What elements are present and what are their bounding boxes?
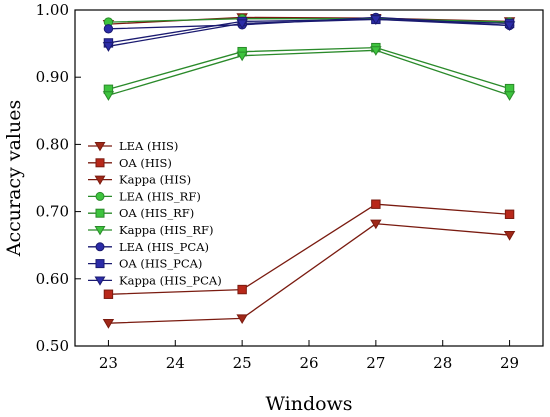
data-point (504, 209, 515, 219)
y-tick-label: 0.50 (36, 337, 69, 355)
data-point (237, 284, 247, 295)
legend-marker (94, 276, 106, 286)
x-axis-title: Windows (265, 393, 352, 415)
legend: LEA (HIS) OA (HIS) Kappa (HIS) LEA (HIS_RF)… (88, 139, 222, 287)
series-8 (102, 15, 516, 52)
y-tick-label: 0.60 (36, 270, 69, 288)
data-point (370, 15, 382, 25)
legend-label: LEA (HIS) (119, 139, 178, 153)
series-line (108, 203, 510, 295)
series-line (108, 223, 510, 324)
legend-label: Kappa (HIS_PCA) (119, 273, 222, 287)
legend-item: OA (HIS_RF) (88, 206, 194, 220)
legend-label: OA (HIS_PCA) (119, 257, 202, 271)
series-line (108, 46, 510, 90)
series-2 (102, 219, 516, 329)
data-point (236, 314, 248, 325)
x-tick-label: 26 (299, 354, 318, 372)
series-line (108, 18, 510, 44)
data-point (103, 289, 114, 299)
series-4 (103, 42, 515, 94)
data-point (236, 19, 248, 30)
y-axis-title: Accuracy values (3, 100, 25, 257)
data-point (103, 24, 114, 34)
legend-label: LEA (HIS_PCA) (119, 240, 209, 254)
legend-label: Kappa (HIS) (119, 173, 191, 187)
data-point (370, 219, 382, 230)
legend-marker (94, 142, 106, 152)
series-line (108, 49, 510, 96)
legend-item: Kappa (HIS) (88, 173, 191, 187)
y-axis: 0.50 0.60 0.70 0.80 0.90 1.00 (36, 1, 81, 355)
legend-item: Kappa (HIS_RF) (88, 223, 214, 237)
legend-item: LEA (HIS_PCA) (88, 240, 209, 254)
data-point (503, 21, 516, 32)
data-point (503, 230, 516, 241)
legend-marker (95, 259, 105, 269)
data-point (102, 319, 115, 329)
x-tick-label: 25 (233, 354, 252, 372)
x-tick-label: 23 (99, 354, 118, 372)
legend-marker (94, 175, 106, 185)
legend-marker (95, 242, 105, 252)
legend-label: LEA (HIS_RF) (119, 189, 201, 203)
data-point (371, 199, 381, 209)
series-line (108, 18, 510, 47)
legend-label: Kappa (HIS_RF) (119, 223, 214, 237)
legend-label: OA (HIS) (119, 156, 172, 170)
legend-item: LEA (HIS) (88, 139, 178, 153)
data-point (503, 91, 516, 101)
legend-label: OA (HIS_RF) (119, 206, 194, 220)
y-tick-label: 0.90 (36, 68, 69, 86)
data-point (370, 46, 382, 56)
legend-marker (95, 208, 105, 218)
x-tick-label: 29 (500, 354, 519, 372)
legend-marker (94, 226, 106, 236)
series-1 (103, 199, 515, 299)
y-tick-label: 0.80 (36, 135, 69, 153)
legend-item: Kappa (HIS_PCA) (88, 273, 222, 287)
series-5 (102, 46, 516, 101)
y-tick-label: 1.00 (36, 1, 69, 19)
x-tick-label: 28 (433, 354, 452, 372)
data-point (102, 91, 115, 101)
legend-marker (95, 158, 105, 168)
data-point (236, 51, 248, 62)
x-axis: 23 24 25 26 27 28 29 (99, 340, 519, 372)
legend-item: LEA (HIS_RF) (88, 189, 201, 203)
legend-item: OA (HIS) (88, 156, 172, 170)
x-tick-label: 27 (366, 354, 385, 372)
legend-marker (95, 191, 105, 201)
x-tick-label: 24 (166, 354, 185, 372)
y-tick-label: 0.70 (36, 203, 69, 221)
series-layer (102, 12, 516, 329)
legend-item: OA (HIS_PCA) (88, 257, 202, 271)
series-line (108, 18, 510, 23)
data-point (102, 42, 115, 52)
